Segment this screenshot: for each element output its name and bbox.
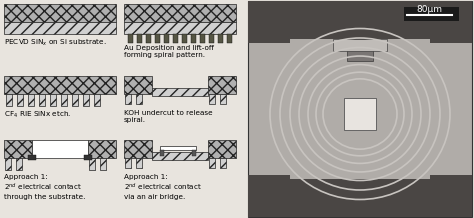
- Bar: [160, 150, 164, 156]
- Bar: [248, 1, 290, 43]
- Bar: [182, 34, 187, 43]
- Bar: [128, 34, 133, 43]
- Bar: [146, 34, 151, 43]
- Bar: [100, 158, 106, 170]
- Bar: [164, 34, 169, 43]
- Bar: [208, 76, 236, 94]
- Bar: [209, 158, 215, 168]
- Bar: [16, 158, 22, 170]
- Bar: [124, 76, 152, 94]
- Bar: [4, 22, 116, 34]
- Bar: [208, 140, 236, 158]
- Bar: [173, 34, 178, 43]
- Bar: [347, 39, 373, 61]
- Bar: [152, 88, 208, 96]
- Bar: [430, 175, 472, 217]
- Bar: [125, 94, 131, 104]
- Bar: [152, 152, 208, 160]
- Bar: [32, 140, 88, 158]
- Bar: [28, 155, 36, 160]
- Bar: [344, 98, 376, 130]
- Bar: [430, 1, 472, 43]
- Bar: [4, 140, 32, 158]
- Bar: [248, 1, 472, 217]
- Bar: [39, 94, 45, 106]
- Bar: [72, 94, 78, 106]
- Bar: [124, 4, 236, 22]
- Text: Approach 1:
2$^{nd}$ electrical contact
through the substrate.: Approach 1: 2$^{nd}$ electrical contact …: [4, 174, 85, 200]
- Text: KOH undercut to release
spiral.: KOH undercut to release spiral.: [124, 110, 213, 123]
- Bar: [89, 158, 95, 170]
- Bar: [137, 34, 142, 43]
- Bar: [209, 34, 214, 43]
- Bar: [192, 150, 196, 156]
- Bar: [191, 34, 196, 43]
- Bar: [220, 158, 226, 168]
- Text: Au Deposition and lift-off
forming spiral pattern.: Au Deposition and lift-off forming spira…: [124, 45, 214, 58]
- Bar: [218, 34, 223, 43]
- Bar: [125, 158, 131, 168]
- Bar: [200, 34, 205, 43]
- Bar: [6, 94, 12, 106]
- Bar: [209, 94, 215, 104]
- Bar: [124, 140, 152, 158]
- Bar: [136, 94, 142, 104]
- Bar: [28, 94, 34, 106]
- Bar: [290, 179, 430, 217]
- Bar: [4, 76, 116, 94]
- Bar: [220, 94, 226, 104]
- Bar: [88, 140, 116, 158]
- Bar: [136, 158, 142, 168]
- Bar: [4, 4, 116, 22]
- Bar: [84, 155, 92, 160]
- Bar: [160, 146, 196, 150]
- Text: CF$_4$ RIE SiNx etch.: CF$_4$ RIE SiNx etch.: [4, 110, 71, 120]
- Bar: [83, 94, 89, 106]
- Bar: [5, 158, 11, 170]
- Bar: [17, 94, 23, 106]
- Bar: [333, 39, 387, 51]
- Bar: [248, 175, 290, 217]
- Text: Approach 1:
2$^{nd}$ electrical contact
via an air bridge.: Approach 1: 2$^{nd}$ electrical contact …: [124, 174, 202, 200]
- Bar: [124, 22, 236, 34]
- Text: PECVD SiN$_x$ on Si substrate.: PECVD SiN$_x$ on Si substrate.: [4, 38, 107, 48]
- Bar: [61, 94, 67, 106]
- Bar: [290, 1, 430, 39]
- Bar: [50, 94, 56, 106]
- Bar: [94, 94, 100, 106]
- Text: 80μm: 80μm: [417, 5, 443, 14]
- Bar: [155, 34, 160, 43]
- Bar: [404, 7, 459, 21]
- Bar: [227, 34, 232, 43]
